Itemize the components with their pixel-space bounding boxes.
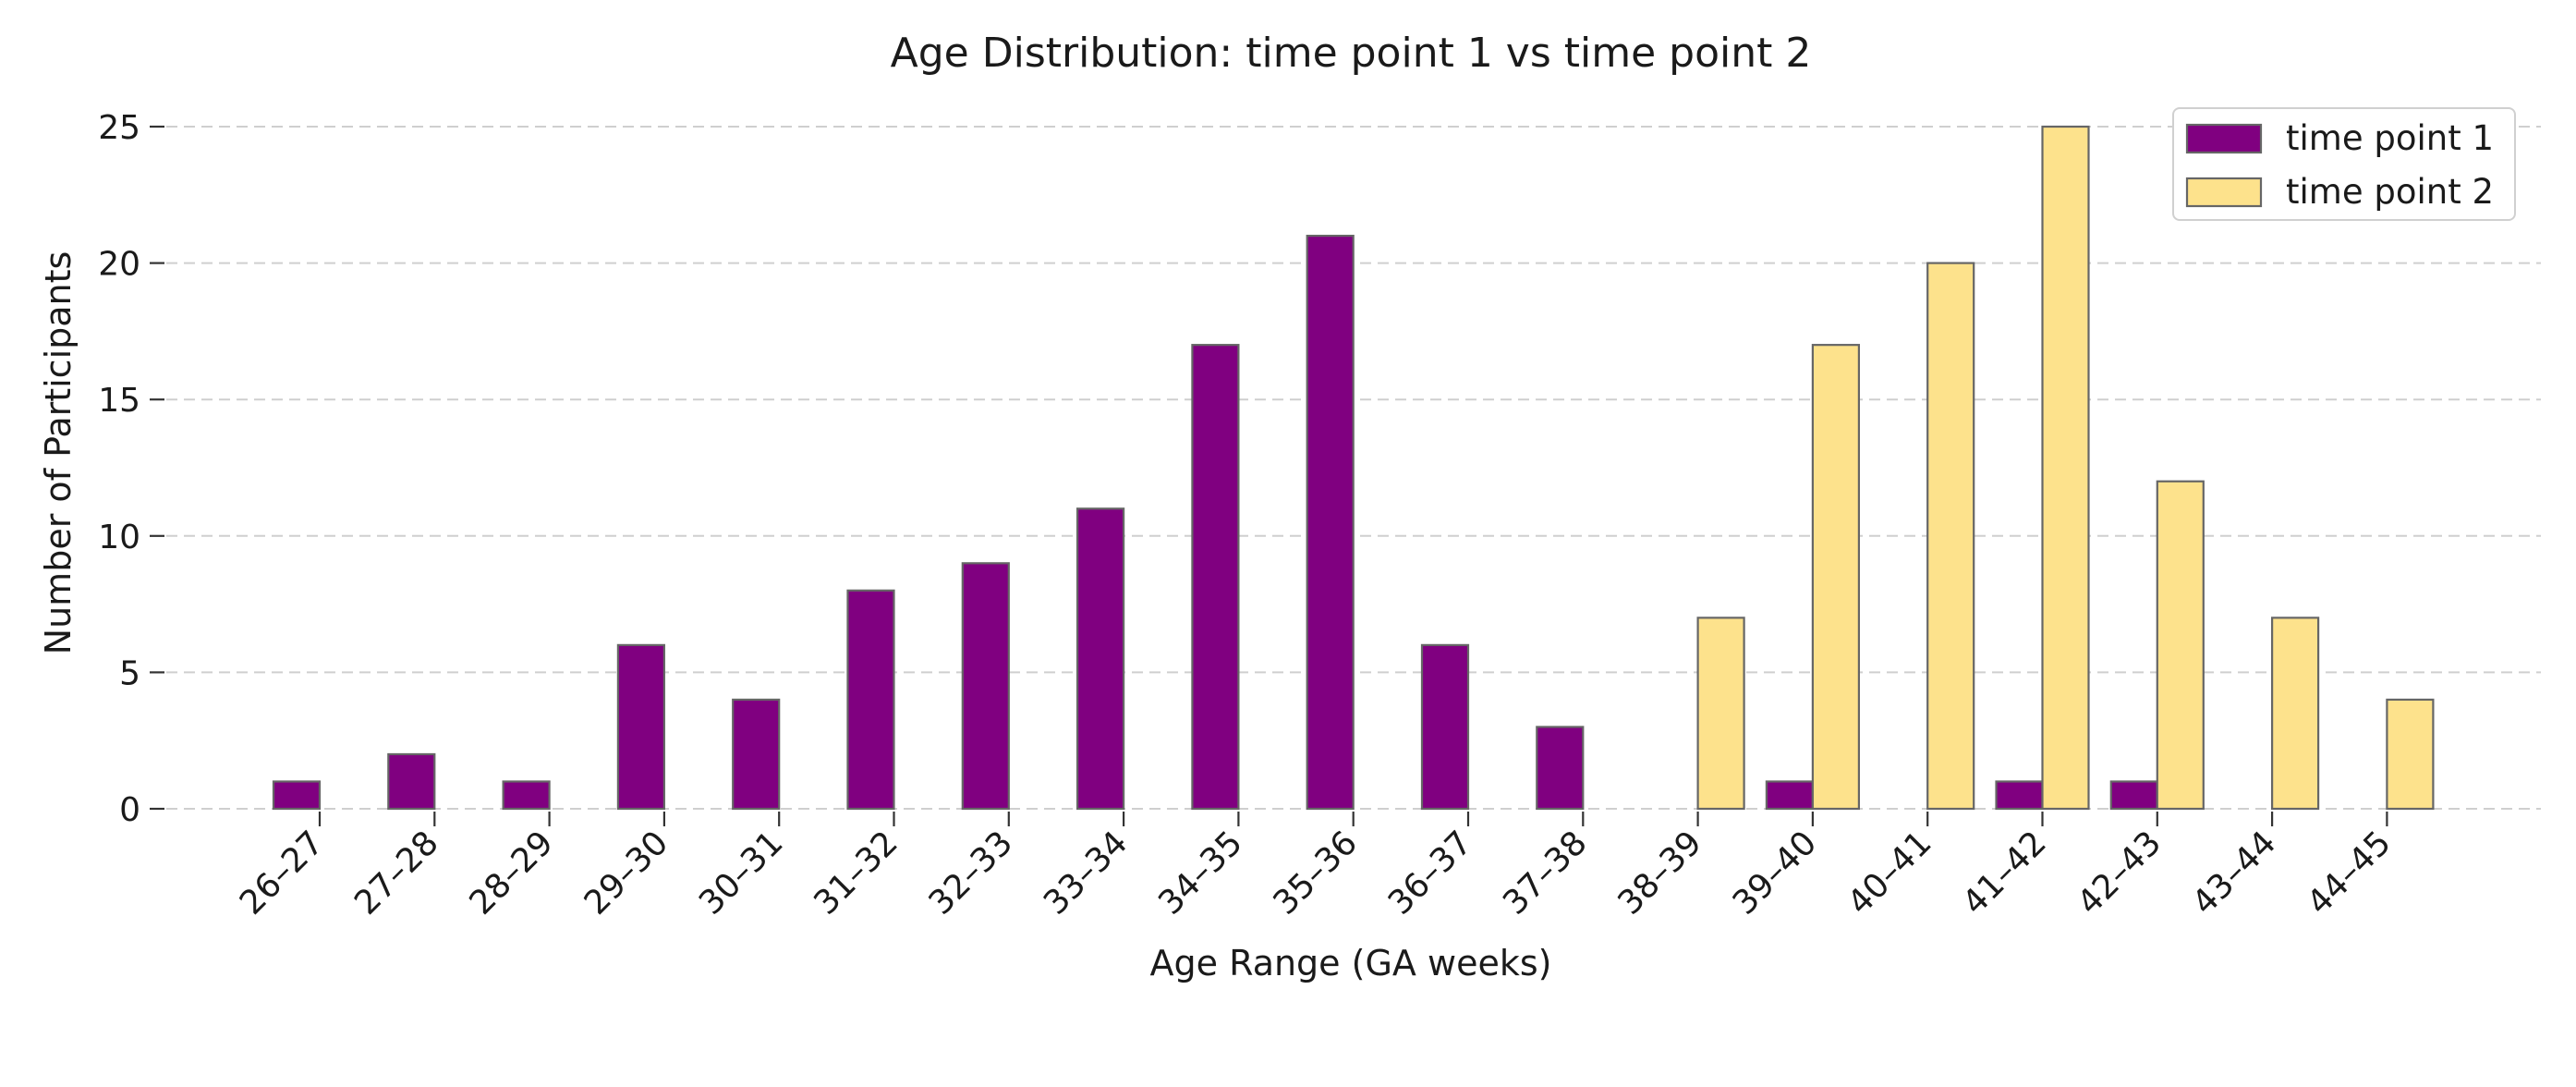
bar-time-point-1 bbox=[1995, 780, 2044, 811]
y-tick-label: 10 bbox=[98, 519, 140, 556]
bar-time-point-1 bbox=[1420, 643, 1470, 811]
x-tick-label: 35–36 bbox=[1267, 824, 1366, 922]
bar-time-point-1 bbox=[732, 698, 781, 811]
y-tick-label: 0 bbox=[119, 791, 140, 829]
legend-label: time point 2 bbox=[2286, 172, 2494, 212]
legend-label: time point 1 bbox=[2286, 118, 2494, 158]
bar-time-point-2 bbox=[1811, 344, 1861, 811]
x-tick-label: 29–30 bbox=[577, 824, 676, 922]
x-tick-label: 44–45 bbox=[2300, 824, 2399, 922]
x-tick-label: 32–33 bbox=[922, 824, 1021, 922]
bars bbox=[272, 125, 2435, 811]
bar-time-point-1 bbox=[387, 752, 436, 811]
y-tick-label: 25 bbox=[98, 109, 140, 147]
x-tick-label: 41–42 bbox=[1955, 824, 2054, 922]
bar-time-point-2 bbox=[1926, 262, 1975, 811]
bar-time-point-2 bbox=[2041, 125, 2090, 811]
y-tick-label: 15 bbox=[98, 382, 140, 420]
x-tick-label: 34–35 bbox=[1151, 824, 1250, 922]
x-tick-label: 33–34 bbox=[1037, 824, 1136, 922]
bar-time-point-2 bbox=[2386, 698, 2435, 811]
x-tick-label: 39–40 bbox=[1726, 824, 1825, 922]
x-axis-label: Age Range (GA weeks) bbox=[1150, 943, 1552, 983]
x-tick-label: 27–28 bbox=[347, 824, 446, 922]
legend: time point 1 time point 2 bbox=[2172, 107, 2516, 221]
x-tick-label: 30–31 bbox=[692, 824, 791, 922]
bar-time-point-1 bbox=[502, 780, 551, 811]
x-tick-label: 26–27 bbox=[233, 824, 332, 922]
bar-time-point-1 bbox=[846, 589, 895, 811]
chart-title: Age Distribution: time point 1 vs time p… bbox=[891, 30, 1812, 77]
x-tick-label: 42–43 bbox=[2071, 824, 2169, 922]
x-tick-label: 38–39 bbox=[1610, 824, 1709, 922]
bar-time-point-1 bbox=[272, 780, 322, 811]
bar-time-point-1 bbox=[2109, 780, 2158, 811]
bar-time-point-1 bbox=[1075, 507, 1125, 811]
y-tick-label: 20 bbox=[98, 246, 140, 284]
y-tick-label: 5 bbox=[119, 654, 140, 692]
y-axis-label: Number of Participants bbox=[38, 251, 79, 655]
bar-time-point-2 bbox=[1696, 617, 1745, 811]
bar-time-point-1 bbox=[1191, 344, 1240, 811]
x-tick-label: 40–41 bbox=[1841, 824, 1939, 922]
x-tick-label: 36–37 bbox=[1381, 824, 1480, 922]
bar-time-point-1 bbox=[1306, 234, 1355, 811]
x-tick-label: 28–29 bbox=[462, 824, 561, 922]
bar-time-point-1 bbox=[616, 643, 666, 811]
legend-swatch bbox=[2185, 123, 2263, 154]
bar-time-point-1 bbox=[1536, 726, 1585, 811]
bar-time-point-1 bbox=[1765, 780, 1815, 811]
x-tick-label: 43–44 bbox=[2185, 824, 2284, 922]
x-tick-label: 37–38 bbox=[1496, 824, 1595, 922]
bar-time-point-2 bbox=[2271, 617, 2320, 811]
bar-time-point-2 bbox=[2156, 480, 2205, 811]
x-tick-label: 31–32 bbox=[807, 824, 905, 922]
bar-time-point-1 bbox=[961, 562, 1010, 811]
legend-swatch bbox=[2185, 177, 2263, 208]
